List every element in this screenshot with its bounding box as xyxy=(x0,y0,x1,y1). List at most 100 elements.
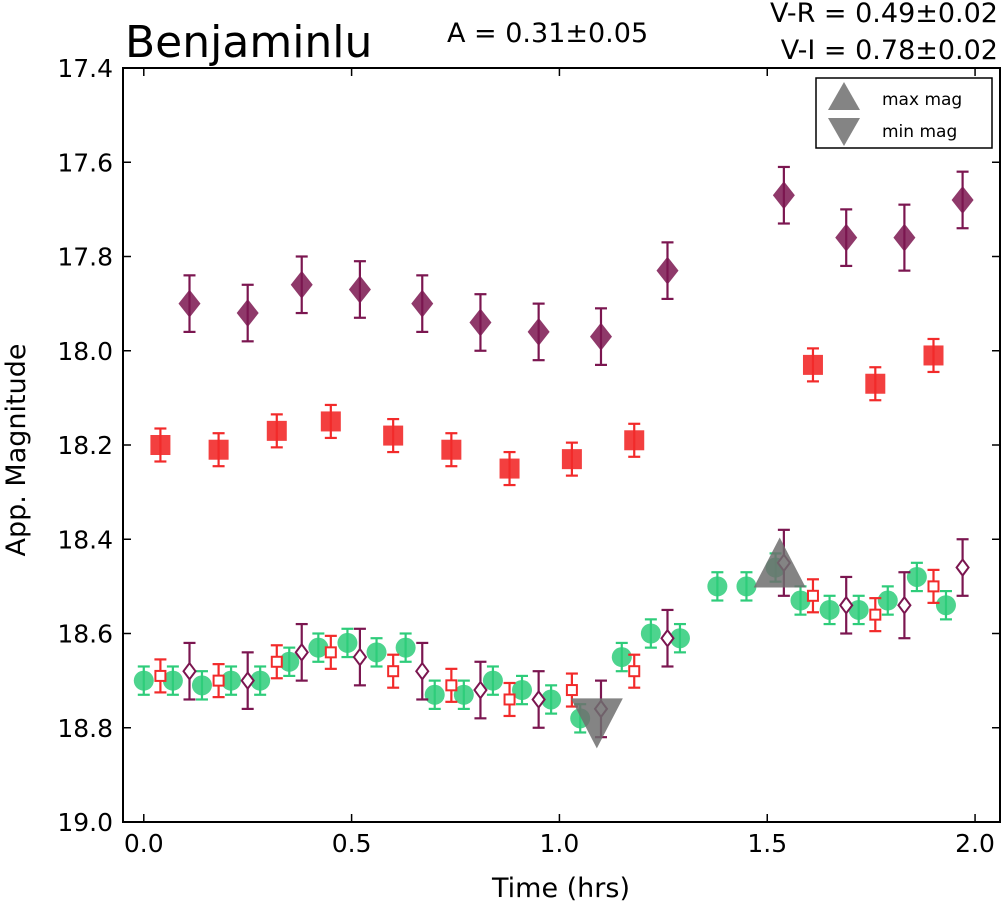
triangle-down-icon xyxy=(828,118,860,146)
y-tick-label: 18.2 xyxy=(57,431,113,460)
y-tick-label: 18.6 xyxy=(57,620,113,649)
data-point-circle-filled xyxy=(221,670,242,691)
data-point-diamond-filled xyxy=(178,289,201,318)
data-point-diamond-filled xyxy=(469,308,492,337)
data-point-square-filled xyxy=(208,439,229,460)
data-point-circle-filled xyxy=(191,675,212,696)
data-point-circle-filled xyxy=(819,599,840,620)
data-point-diamond-open xyxy=(240,670,255,691)
legend-label: min mag xyxy=(882,122,957,142)
x-tick-label: 1.5 xyxy=(747,829,787,858)
data-point-circle-filled xyxy=(640,623,661,644)
x-axis-label: Time (hrs) xyxy=(491,873,630,904)
plot-frame xyxy=(122,67,1001,823)
data-point-square-open xyxy=(806,589,819,602)
data-point-circle-filled xyxy=(133,670,154,691)
data-point-circle-filled xyxy=(308,637,329,658)
data-point-diamond-filled xyxy=(290,270,313,299)
data-point-square-open xyxy=(270,655,283,668)
x-tick-label: 2.0 xyxy=(955,829,995,858)
data-point-diamond-open xyxy=(182,661,197,681)
x-tick-label: 0.0 xyxy=(124,829,164,858)
data-point-diamond-filled xyxy=(893,223,916,252)
data-point-circle-filled xyxy=(935,595,956,616)
data-point-diamond-open xyxy=(531,689,546,710)
axis-ticks: 0.0 0.5 1.0 1.5 2.0 17.4 17.6 17.8 18.0 18.2 18.4 1… xyxy=(57,54,1000,858)
data-point-square-filled xyxy=(266,420,287,441)
data-point-circle-filled xyxy=(482,670,503,691)
data-point-square-filled xyxy=(320,411,341,432)
data-point-square-filled xyxy=(624,430,645,451)
data-point-circle-filled xyxy=(337,632,358,653)
data-point-diamond-open xyxy=(897,595,912,615)
data-point-circle-filled xyxy=(877,590,898,611)
data-point-diamond-filled xyxy=(348,275,371,304)
data-point-circle-filled xyxy=(250,670,271,691)
y-tick-label: 18.0 xyxy=(57,337,113,366)
data-point-square-open xyxy=(387,665,400,678)
data-point-diamond-open xyxy=(955,557,970,578)
data-point-circle-filled xyxy=(906,566,927,587)
data-point-square-filled xyxy=(499,458,520,479)
data-point-diamond-filled xyxy=(527,317,550,346)
legend: max mag min mag xyxy=(815,77,993,149)
data-point-diamond-open xyxy=(660,628,675,648)
data-point-square-open xyxy=(445,679,458,692)
data-point-square-open xyxy=(565,684,578,697)
data-point-circle-filled xyxy=(669,628,690,649)
y-tick-label: 18.8 xyxy=(57,714,113,743)
data-point-diamond-filled xyxy=(656,256,679,285)
data-point-circle-filled xyxy=(512,680,533,701)
data-point-square-filled xyxy=(383,425,404,446)
y-axis-label: App. Magnitude xyxy=(1,344,32,557)
color-index-vr: V-R = 0.49±0.02 xyxy=(770,0,998,29)
chart-title: Benjaminlu xyxy=(125,17,372,68)
extrema-markers xyxy=(570,537,806,749)
data-point-circle-filled xyxy=(611,647,632,668)
data-point-square-filled xyxy=(802,354,823,375)
data-point-square-open xyxy=(869,608,882,621)
legend-label: max mag xyxy=(882,90,962,110)
data-point-square-filled xyxy=(441,439,462,460)
min-mag-marker xyxy=(570,698,623,749)
data-point-square-open xyxy=(212,674,225,687)
data-point-square-filled xyxy=(865,373,886,394)
x-tick-label: 0.5 xyxy=(332,829,372,858)
data-point-circle-filled xyxy=(453,684,474,705)
y-tick-label: 19.0 xyxy=(57,808,113,837)
data-point-circle-filled xyxy=(736,576,757,597)
data-point-diamond-open xyxy=(294,642,309,663)
data-point-circle-filled xyxy=(279,651,300,672)
data-point-diamond-filled xyxy=(236,299,259,328)
data-point-square-open xyxy=(154,669,167,682)
data-point-diamond-filled xyxy=(411,289,434,318)
data-point-diamond-open xyxy=(838,595,854,615)
data-point-square-filled xyxy=(923,345,944,366)
y-tick-label: 17.4 xyxy=(57,54,113,83)
data-point-diamond-filled xyxy=(589,322,612,351)
data-point-diamond-open xyxy=(473,680,488,700)
max-mag-marker xyxy=(753,537,806,588)
data-point-square-filled xyxy=(150,435,171,455)
data-point-diamond-filled xyxy=(951,185,974,214)
y-tick-label: 17.8 xyxy=(57,243,113,272)
data-point-circle-filled xyxy=(424,684,445,705)
data-point-circle-filled xyxy=(395,637,416,658)
data-point-diamond-filled xyxy=(772,181,795,210)
data-point-circle-filled xyxy=(541,689,562,710)
data-point-square-open xyxy=(324,646,337,659)
data-point-circle-filled xyxy=(162,670,183,691)
data-point-diamond-open xyxy=(415,661,430,681)
x-tick-label: 1.0 xyxy=(540,829,580,858)
data-point-square-open xyxy=(927,580,940,593)
color-index-vi: V-I = 0.78±0.02 xyxy=(781,35,998,66)
data-points xyxy=(133,165,974,739)
data-point-diamond-filled xyxy=(835,223,858,252)
data-point-square-filled xyxy=(561,449,582,470)
data-point-circle-filled xyxy=(366,642,387,663)
data-point-square-open xyxy=(503,693,516,706)
triangle-up-icon xyxy=(828,82,860,110)
data-point-diamond-open xyxy=(352,647,368,667)
data-point-circle-filled xyxy=(790,590,811,611)
